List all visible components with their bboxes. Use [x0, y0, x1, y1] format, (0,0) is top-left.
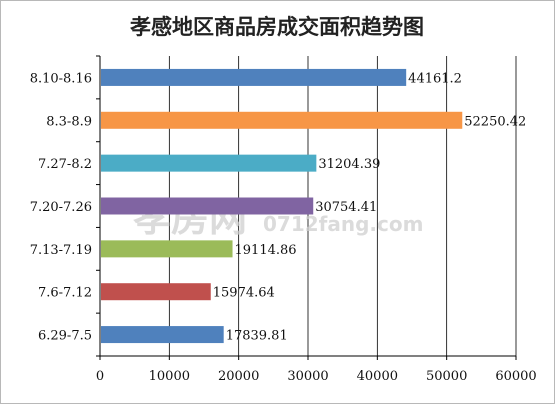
bar [101, 197, 314, 215]
bar [101, 68, 407, 86]
bar [101, 326, 224, 344]
category-label: 6.29-7.5 [38, 329, 92, 344]
data-label: 44161.2 [408, 71, 462, 86]
data-label: 30754.41 [315, 200, 377, 215]
category-label: 7.13-7.19 [30, 243, 92, 258]
data-label: 15974.64 [213, 286, 275, 301]
x-tick-label: 40000 [357, 369, 398, 384]
watermark-url: 0712fang.com [263, 212, 423, 236]
data-label: 19114.86 [235, 243, 297, 258]
bars [101, 68, 463, 344]
chart-title: 孝感地区商品房成交面积趋势图 [130, 15, 424, 39]
data-label: 17839.81 [226, 329, 288, 344]
x-tick-label: 60000 [495, 369, 536, 384]
data-label: 31204.39 [318, 157, 380, 172]
category-label: 8.10-8.16 [30, 71, 92, 86]
x-tick-label: 30000 [287, 369, 328, 384]
category-label: 7.27-8.2 [38, 157, 92, 172]
x-tick-label: 50000 [426, 369, 467, 384]
category-label: 7.20-7.26 [30, 200, 92, 215]
x-tick-label: 20000 [218, 369, 259, 384]
data-label: 52250.42 [464, 114, 526, 129]
bar [101, 154, 317, 172]
bar [101, 240, 233, 258]
category-label: 8.3-8.9 [46, 114, 92, 129]
category-labels: 8.10-8.16 8.3-8.9 7.27-8.2 7.20-7.26 7.13-7.… [30, 71, 92, 343]
x-tick-labels: 0 10000 20000 30000 40000 50000 60000 [96, 369, 537, 384]
category-label: 7.6-7.12 [38, 286, 92, 301]
x-tick-label: 10000 [149, 369, 190, 384]
bar [101, 283, 211, 301]
x-tick-label: 0 [96, 369, 104, 384]
value-labels: 44161.2 52250.42 31204.39 30754.41 19114.86 1… [213, 71, 527, 343]
bar [101, 111, 463, 129]
